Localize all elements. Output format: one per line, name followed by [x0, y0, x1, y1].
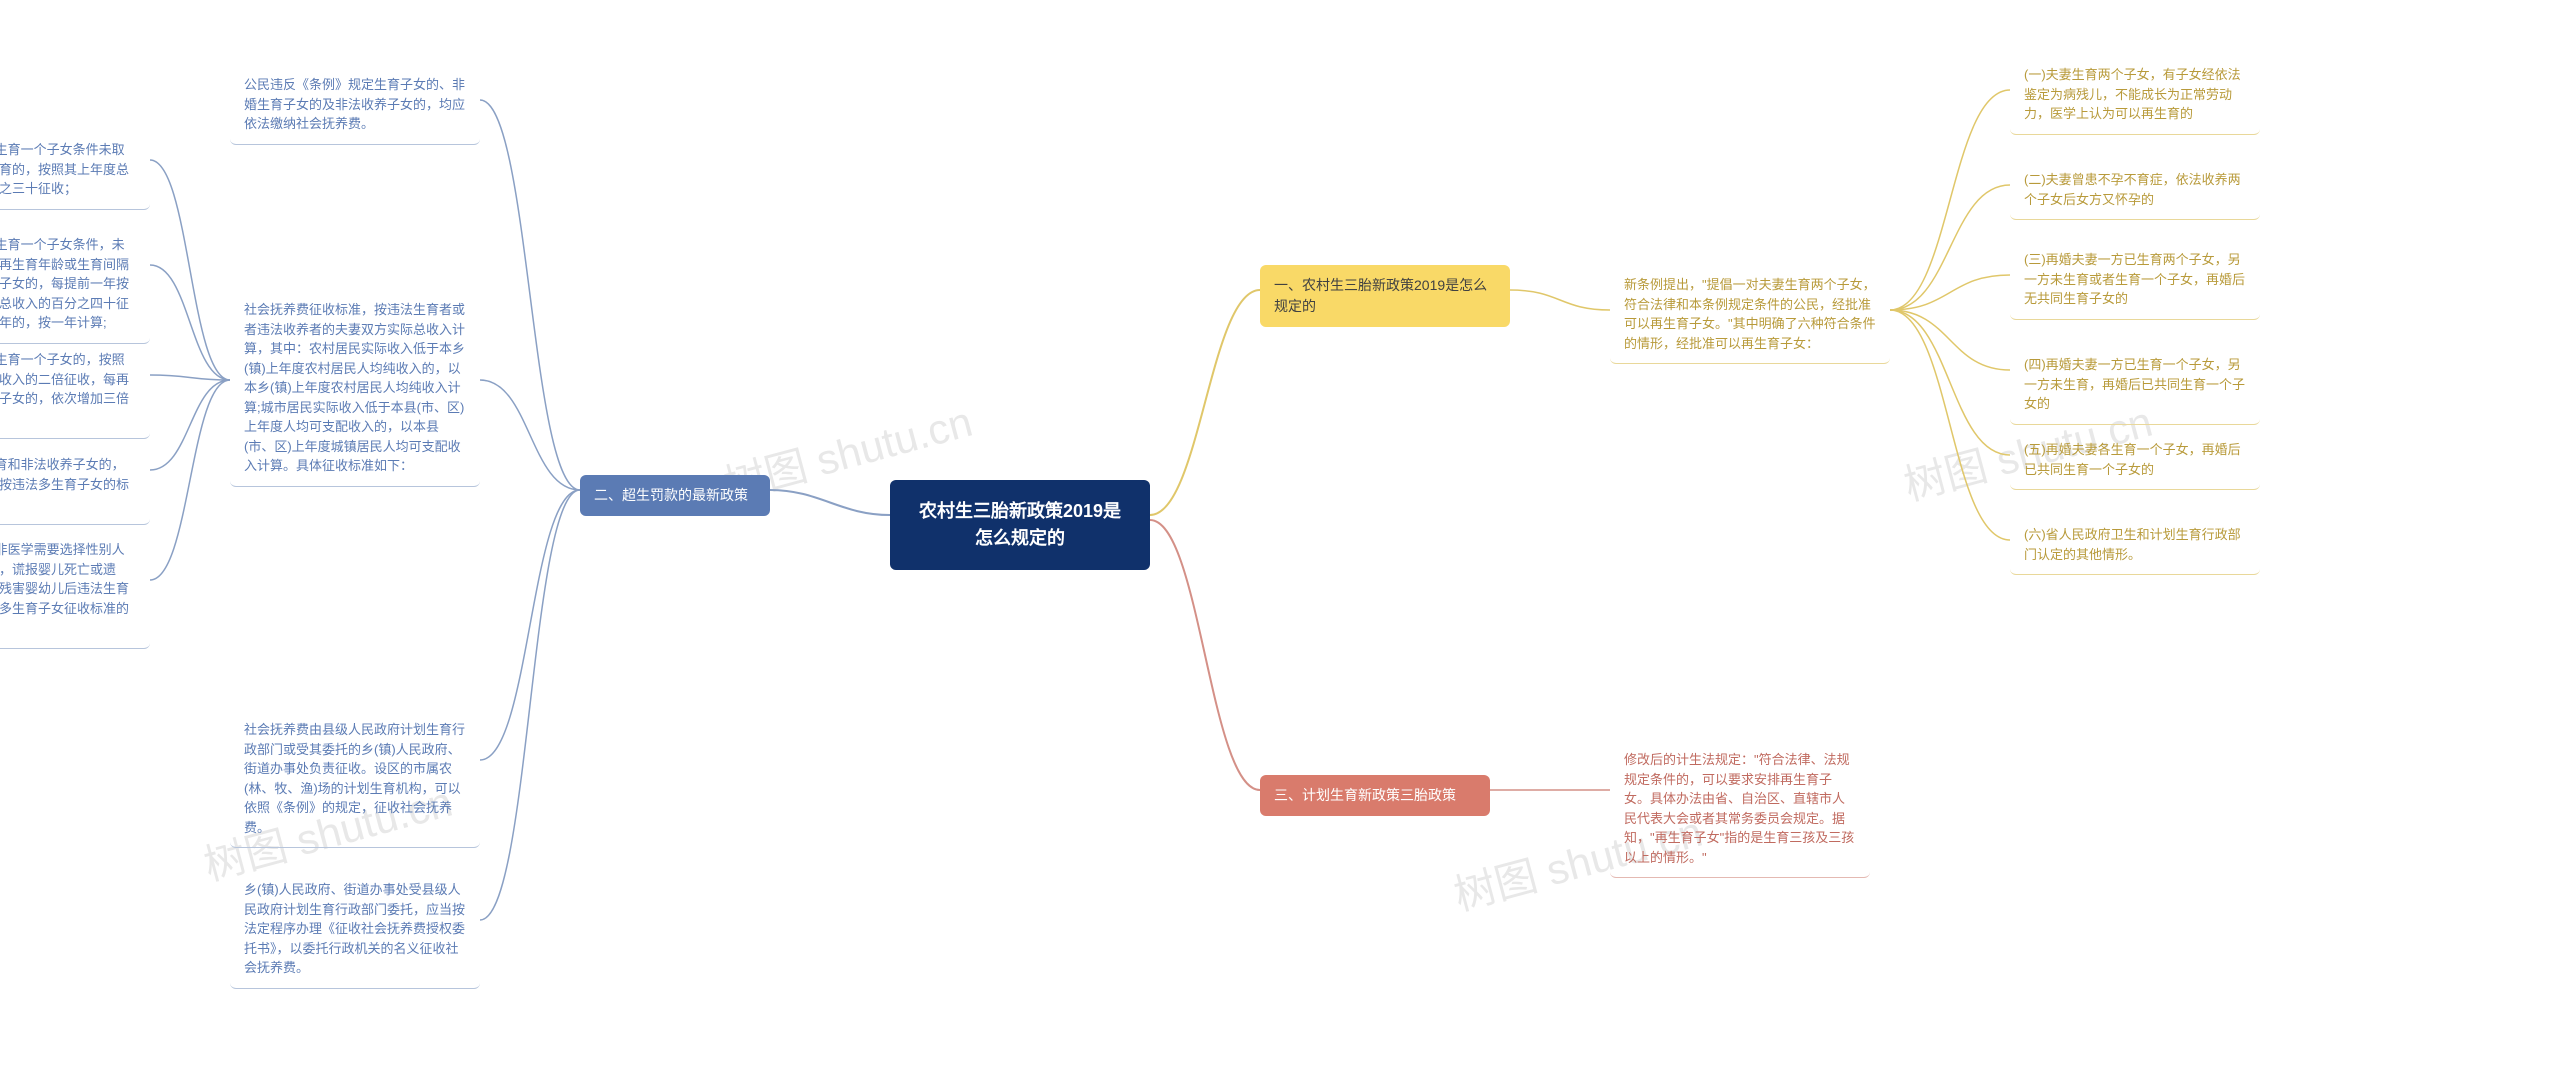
section-1-item-6: (六)省人民政府卫生和计划生育行政部门认定的其他情形。 [2010, 515, 2260, 575]
section-1-item-5: (五)再婚夫妻各生育一个子女，再婚后已共同生育一个子女的 [2010, 430, 2260, 490]
section-2-item-1: 公民违反《条例》规定生育子女的、非婚生育子女的及非法收养子女的，均应依法缴纳社会… [230, 65, 480, 145]
section-2-item-2: 社会抚养费征收标准，按违法生育者或者违法收养者的夫妻双方实际总收入计算，其中：农… [230, 290, 480, 487]
section-2-item-4: 乡(镇)人民政府、街道办事处受县级人民政府计划生育行政部门委托，应当按法定程序办… [230, 870, 480, 989]
section-1: 一、农村生三胎新政策2019是怎么规定的 [1260, 265, 1510, 327]
section-2-sub-5: (五)因实施非医学需要选择性别人工终止妊娠，谎报婴儿死亡或遗弃、买卖、残害婴幼儿… [0, 530, 150, 649]
section-2-sub-4: (四)非婚生育和非法收养子女的，依子女数量按违法多生育子女的标准征收; [0, 445, 150, 525]
center-node: 农村生三胎新政策2019是怎么规定的 [890, 480, 1150, 570]
section-1-item-3: (三)再婚夫妻一方已生育两个子女，另一方未生育或者生育一个子女，再婚后无共同生育… [2010, 240, 2260, 320]
section-3-content: 修改后的计生法规定："符合法律、法规规定条件的，可以要求安排再生育子女。具体办法… [1610, 740, 1870, 878]
section-2: 二、超生罚款的最新政策 [580, 475, 770, 516]
section-2-sub-3: (三)违法多生育一个子女的，按照其上年度总收入的二倍征收，每再多生育一个子女的，… [0, 340, 150, 439]
section-2-sub-2: (二)符合再生育一个子女条件，未达到规定的再生育年龄或生育间隔提前再生育子女的，… [0, 225, 150, 344]
section-1-item-4: (四)再婚夫妻一方已生育一个子女，另一方未生育，再婚后已共同生育一个子女的 [2010, 345, 2260, 425]
section-1-intro: 新条例提出，"提倡一对夫妻生育两个子女，符合法律和本条例规定条件的公民，经批准可… [1610, 265, 1890, 364]
section-3: 三、计划生育新政策三胎政策 [1260, 775, 1490, 816]
section-1-item-1: (一)夫妻生育两个子女，有子女经依法鉴定为病残儿，不能成长为正常劳动力，医学上认… [2010, 55, 2260, 135]
section-1-item-2: (二)夫妻曾患不孕不育症，依法收养两个子女后女方又怀孕的 [2010, 160, 2260, 220]
section-2-item-3: 社会抚养费由县级人民政府计划生育行政部门或受其委托的乡(镇)人民政府、街道办事处… [230, 710, 480, 848]
section-2-sub-1: (一)符合再生育一个子女条件未取得生育证生育的，按照其上年度总收入的百分之三十征… [0, 130, 150, 210]
